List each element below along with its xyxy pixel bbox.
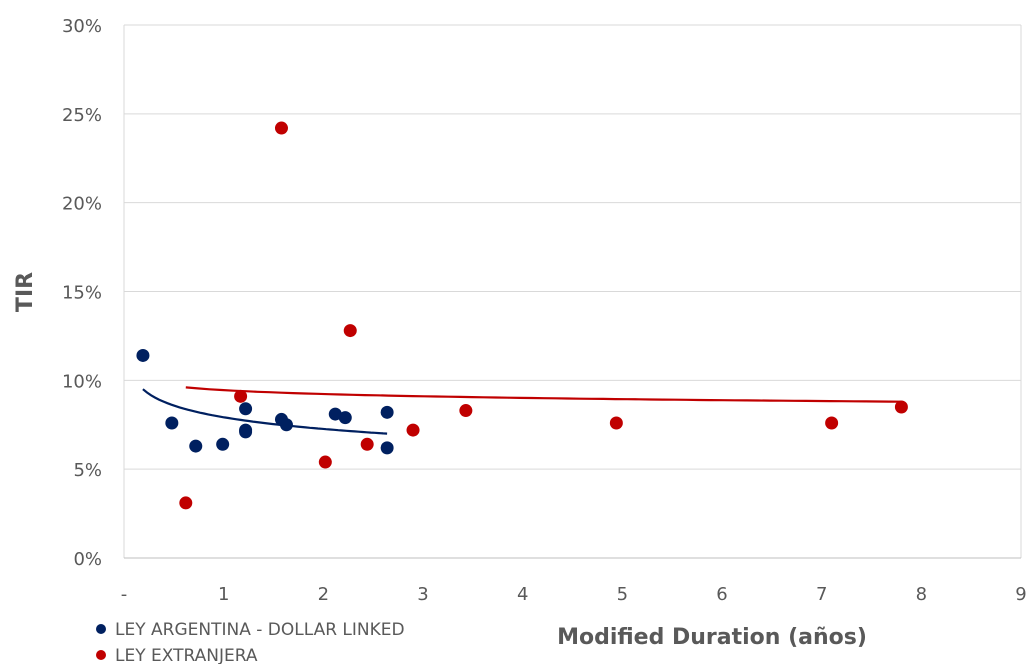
data-point-series-1 [825,416,839,430]
data-point-series-0 [338,411,352,425]
y-tick-label: 5% [73,460,102,481]
x-tick-label: 6 [716,584,727,605]
data-point-series-1 [609,416,623,430]
x-tick-label: 7 [816,584,827,605]
data-point-series-1 [179,496,193,510]
y-axis-title: TIR [13,272,38,312]
data-point-series-0 [165,416,179,430]
data-point-series-0 [380,441,394,455]
data-point-series-0 [239,402,253,416]
data-point-series-1 [234,389,248,403]
x-tick-label: 2 [318,584,329,605]
x-axis-ticks: - 1 2 3 4 5 6 7 8 9 [121,584,1027,605]
data-point-series-0 [136,348,150,362]
data-point-series-1 [894,400,908,414]
y-tick-label: 30% [62,16,102,37]
trendline-series-0 [142,388,388,435]
x-tick-label: 3 [417,584,428,605]
data-point-series-1 [318,455,332,469]
x-tick-label: 1 [218,584,229,605]
x-tick-label: 5 [617,584,628,605]
data-point-series-0 [216,437,230,451]
gridlines [124,24,1021,470]
y-tick-label: 20% [62,194,102,215]
data-point-series-1 [360,437,374,451]
x-tick-label: 4 [517,584,528,605]
x-tick-label: 9 [1015,584,1026,605]
data-point-series-1 [343,324,357,338]
x-tick-label: 8 [916,584,927,605]
trendlines [142,386,902,435]
y-axis-ticks: 0% 5% 10% 15% 20% 25% 30% [62,16,102,570]
legend-marker-ley-extranjera [96,650,106,660]
x-tick-label: - [121,584,128,605]
data-point-series-0 [328,407,342,421]
data-point-series-0 [189,439,203,453]
y-tick-label: 0% [73,549,102,570]
y-tick-label: 15% [62,283,102,304]
legend-marker-ley-argentina [96,624,106,634]
trendline-series-1 [185,386,902,403]
data-point-series-1 [406,423,420,437]
data-point-series-0 [380,405,394,419]
data-point-series-1 [459,404,473,418]
data-points [136,121,908,510]
y-tick-label: 25% [62,105,102,126]
plot-area-border [123,25,1022,559]
data-point-series-0 [239,425,253,439]
y-tick-label: 10% [62,371,102,392]
legend: LEY ARGENTINA - DOLLAR LINKED LEY EXTRAN… [96,620,405,664]
data-point-series-1 [274,121,288,135]
legend-label-ley-extranjera: LEY EXTRANJERA [115,646,258,664]
data-point-series-0 [279,418,293,432]
legend-label-ley-argentina: LEY ARGENTINA - DOLLAR LINKED [115,620,405,640]
x-axis-title: Modified Duration (años) [557,625,867,650]
